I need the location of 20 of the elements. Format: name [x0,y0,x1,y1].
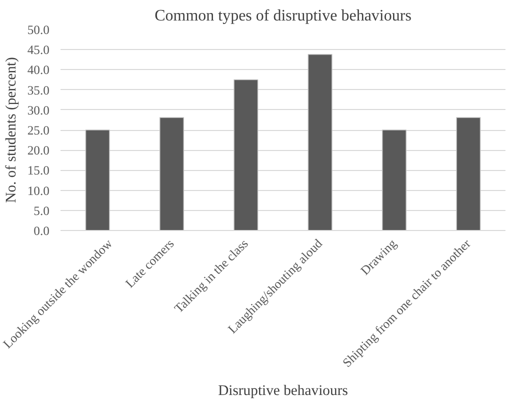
y-tick-label: 35.0 [27,83,50,98]
bar [456,117,481,230]
bar [308,54,332,230]
x-axis-title: Disruptive behaviours [218,382,348,399]
bar [234,79,258,230]
y-tick-label: 20.0 [27,144,50,158]
y-tick-label: 45.0 [27,43,50,58]
y-tick-label: 25.0 [27,124,50,138]
y-tick-label: 10.0 [27,184,50,198]
bar [85,130,110,230]
y-tick-label: 5.0 [34,204,50,218]
bar [159,117,184,230]
y-tick-label: 40.0 [27,63,50,78]
chart-title: Common types of disruptive behaviours [154,8,412,24]
y-tick-label: 0.0 [34,224,50,238]
y-axis-title: No. of students (percent) [3,57,20,203]
bar [382,130,407,230]
y-tick-label: 15.0 [27,164,50,178]
y-tick-label: 50.0 [27,23,50,37]
y-tick-label: 30.0 [27,103,50,118]
